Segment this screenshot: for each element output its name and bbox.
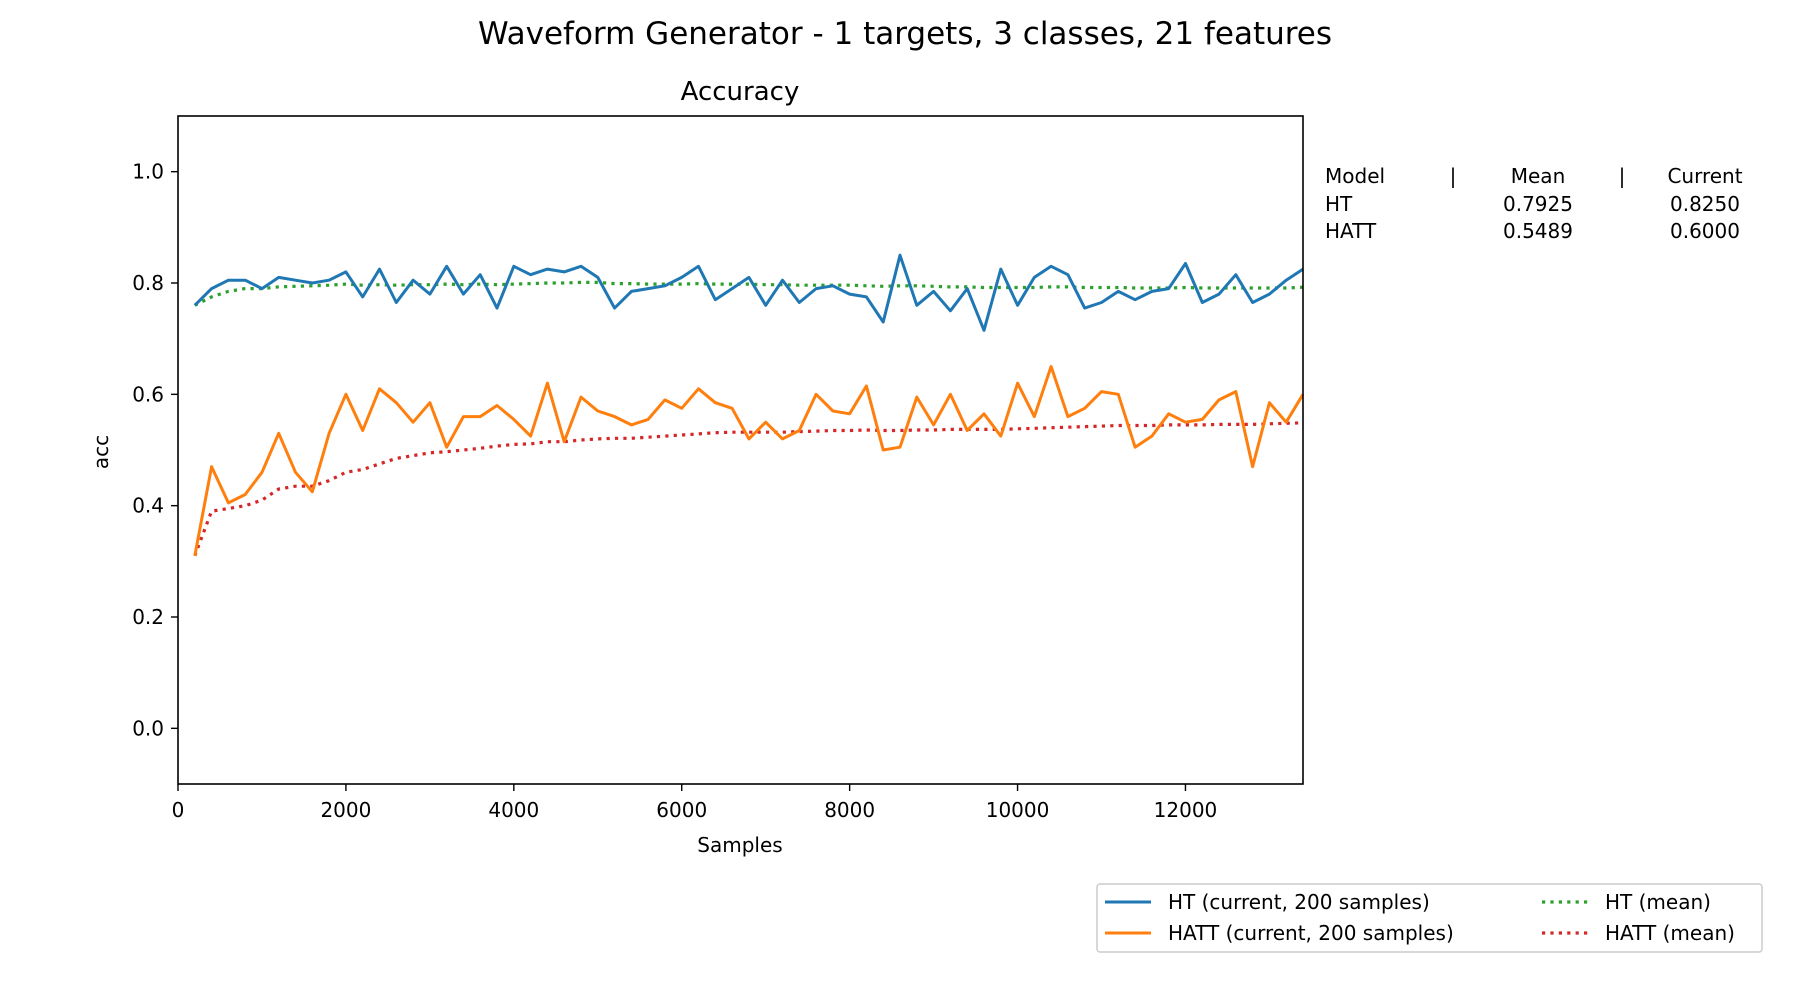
x-tick-label: 12000 [1154,798,1218,822]
y-tick-label: 0.4 [132,494,164,518]
x-axis-label: Samples [697,833,782,857]
series-line-current-1 [193,365,1305,557]
y-tick-label: 1.0 [132,160,164,184]
figure-title: Waveform Generator - 1 targets, 3 classe… [478,16,1332,52]
x-tick-label: 6000 [656,798,707,822]
plot-frame [177,115,1304,785]
legend-label: HATT (current, 200 samples) [1168,921,1454,945]
x-tick-label: 2000 [320,798,371,822]
table-row-mean: 0.7925 [1503,192,1573,216]
table-header-model: Model [1325,164,1385,188]
chart-title: Accuracy [681,77,800,107]
y-axis-label: acc [89,435,113,469]
plot-area [178,116,1303,784]
legend-box [1096,883,1763,953]
legend: HT (current, 200 samples) HT (mean) HATT… [1096,883,1763,953]
table-row-mean: 0.5489 [1503,219,1573,243]
x-tick-label: 8000 [824,798,875,822]
series-line-mean-2 [194,280,1304,307]
series-layer [193,253,1305,557]
y-axis: 0.0 0.2 0.4 0.6 0.8 1.0 [132,160,178,740]
table-row-model: HT [1325,192,1353,216]
x-tick-label: 4000 [488,798,539,822]
table-header-separator: | [1619,164,1626,188]
table-header-separator: | [1450,164,1457,188]
legend-label: HT (mean) [1605,890,1711,914]
y-tick-label: 0.2 [132,605,164,629]
y-tick-label: 0.8 [132,271,164,295]
table-header-current: Current [1667,164,1742,188]
table-header-mean: Mean [1511,164,1566,188]
table-row-model: HATT [1325,219,1377,243]
table-row-current: 0.8250 [1670,192,1740,216]
x-axis: 0 2000 4000 6000 8000 10000 12000 [172,784,1218,822]
series-line-current-0 [193,253,1304,332]
y-tick-label: 0.0 [132,716,164,740]
y-tick-label: 0.6 [132,382,164,406]
legend-label: HT (current, 200 samples) [1168,890,1430,914]
x-tick-label: 10000 [986,798,1050,822]
x-tick-label: 0 [172,798,185,822]
legend-label: HATT (mean) [1605,921,1735,945]
stats-table: Model | Mean | Current HT 0.7925 0.8250 … [1325,164,1743,243]
table-row-current: 0.6000 [1670,219,1740,243]
